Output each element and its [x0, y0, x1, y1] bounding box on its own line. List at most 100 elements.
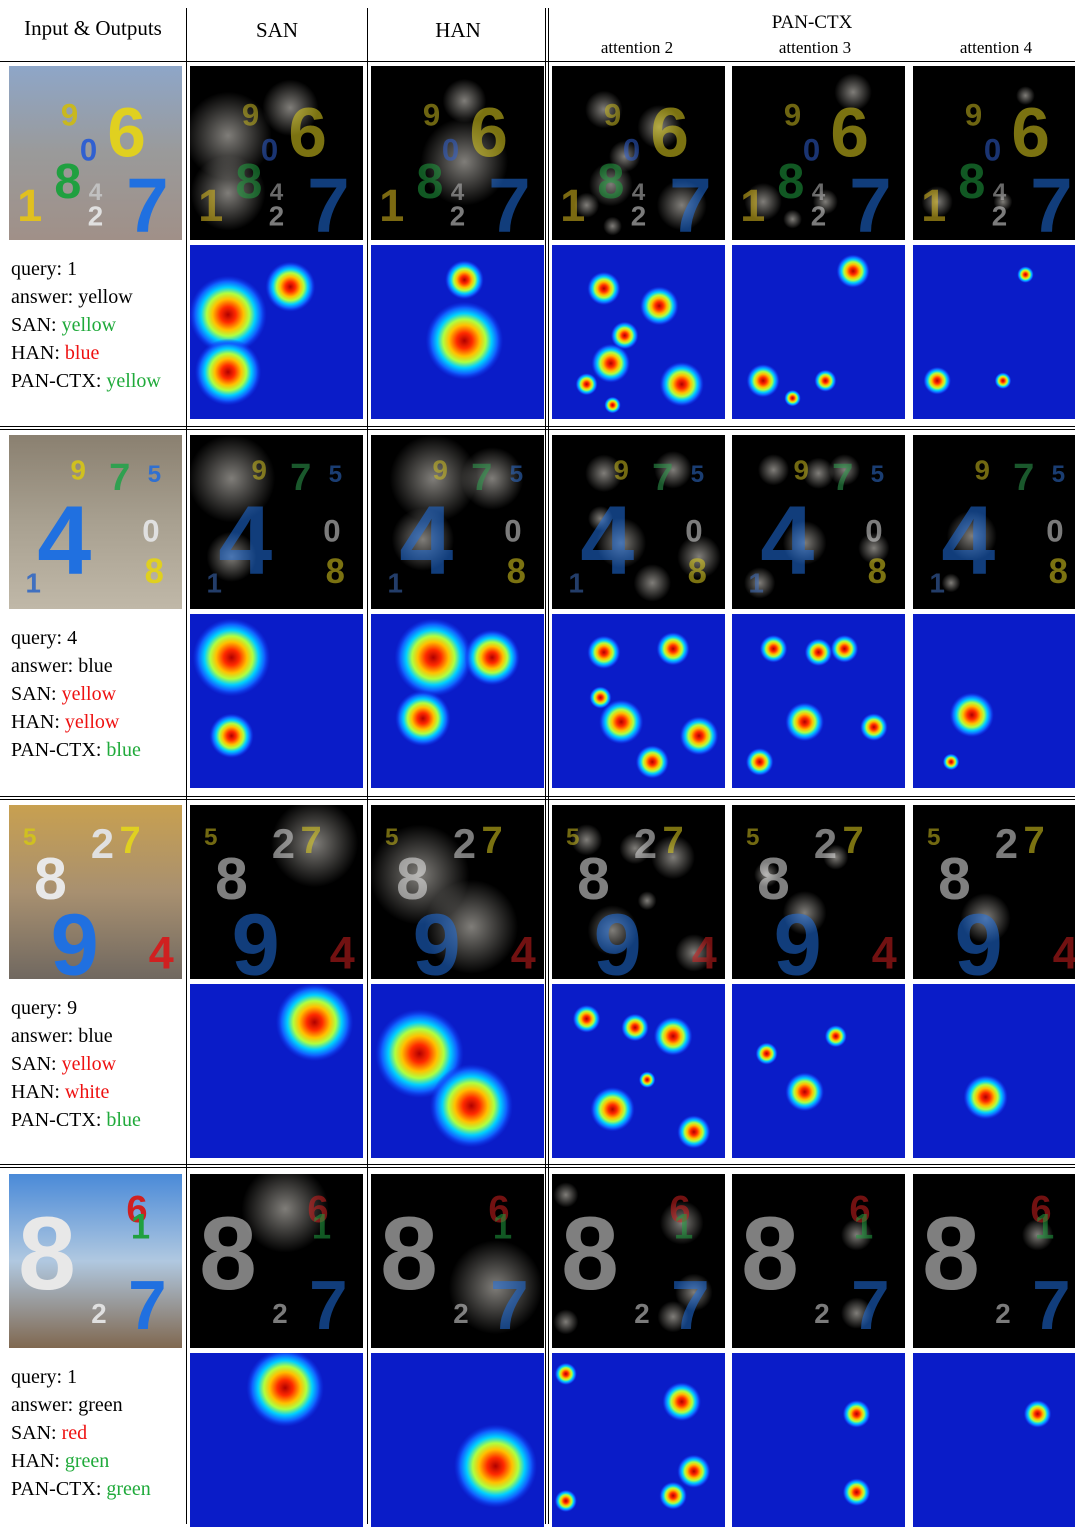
digit-glyph: 1 — [131, 1208, 150, 1246]
attention-2-heatmap-3 — [552, 984, 725, 1158]
digit-glyph: 6 — [469, 93, 507, 171]
digit-glyph: 2 — [272, 820, 295, 867]
digit-glyph: 7 — [671, 1266, 709, 1344]
attention-glow — [812, 189, 838, 215]
col-rule-1 — [186, 8, 187, 1524]
result-value: green — [64, 1450, 110, 1472]
heatmap-peak — [659, 361, 704, 407]
heatmap-peak — [604, 396, 621, 414]
result-value: 4 — [67, 627, 78, 649]
digit-glyph: 9 — [794, 454, 809, 485]
digit-glyph: 7 — [843, 819, 864, 862]
digit-glyph: 2 — [631, 200, 646, 231]
attention-glow — [241, 1174, 329, 1253]
digit-glyph: 7 — [663, 819, 684, 862]
attention-glow — [757, 454, 790, 486]
photo-background — [9, 805, 182, 979]
attention-glow — [190, 155, 266, 231]
digit-glyph: 6 — [307, 1188, 328, 1231]
result-label: query: — [11, 997, 63, 1019]
row-rule-3b — [0, 1167, 1075, 1168]
attention-glow — [596, 517, 647, 568]
digit-glyph: 4 — [692, 928, 717, 979]
heatmap-peak — [662, 1382, 702, 1422]
san-attention-heatmap-2 — [190, 614, 363, 788]
heatmap-peak — [610, 321, 639, 350]
digit-glyph: 2 — [272, 1298, 287, 1329]
digit-glyph: 8 — [868, 553, 887, 591]
photo-background — [9, 1174, 182, 1348]
digit-glyph: 4 — [812, 179, 826, 206]
digit-glyph: 9 — [413, 896, 461, 979]
heatmap-peak — [638, 1071, 656, 1089]
digit-glyph: 7 — [1024, 819, 1045, 862]
digit-glyph: 4 — [941, 485, 995, 594]
result-line: query: 9 — [11, 994, 141, 1022]
digit-glyph: 8 — [561, 1196, 619, 1312]
attention-glow — [637, 891, 657, 911]
attention-4-heatmap-1 — [913, 245, 1075, 419]
heatmap-peak — [836, 254, 870, 288]
heatmap-peak — [653, 1016, 693, 1056]
digit-glyph: 7 — [309, 1266, 347, 1344]
digit-glyph: 5 — [871, 461, 884, 488]
digit-glyph: 9 — [232, 896, 280, 979]
heatmap-peak — [395, 690, 451, 747]
digit-glyph: 4 — [149, 928, 174, 979]
digit-glyph: 7 — [482, 819, 503, 862]
attention-glow — [190, 435, 276, 523]
row-rule-2a — [0, 796, 1075, 797]
san-attention-heatmap-4 — [190, 1353, 363, 1527]
attention-glow — [675, 934, 713, 972]
digit-glyph: 2 — [992, 200, 1007, 231]
digit-glyph: 2 — [634, 1298, 649, 1329]
digit-glyph: 1 — [740, 180, 765, 231]
digit-glyph: 4 — [218, 485, 272, 594]
digit-glyph: 8 — [777, 155, 804, 209]
attention-glow — [420, 117, 509, 206]
san-attention-heatmap-3 — [190, 984, 363, 1158]
attention-background — [913, 435, 1075, 609]
attention-glow — [448, 1240, 543, 1335]
result-label: query: — [11, 258, 63, 280]
attention-glow — [782, 890, 827, 935]
heatmap-peak — [375, 1009, 464, 1099]
heatmap-peak — [755, 1042, 778, 1065]
digit-glyph: 8 — [922, 1196, 980, 1312]
attention-glow — [783, 209, 802, 229]
result-value: yellow — [106, 370, 161, 392]
attention-glow — [946, 510, 997, 561]
attention-glow — [442, 78, 487, 123]
heatmap-peak — [591, 343, 631, 383]
digit-glyph: 6 — [488, 1188, 509, 1231]
digit-glyph: 1 — [198, 180, 223, 231]
digit-glyph: 0 — [323, 514, 340, 549]
result-value: 9 — [67, 997, 78, 1019]
result-value: 1 — [67, 258, 78, 280]
digit-glyph: 0 — [1046, 514, 1063, 549]
result-label: HAN: — [11, 711, 60, 733]
attention-glow — [585, 90, 623, 129]
digit-glyph: 6 — [288, 93, 326, 171]
digit-glyph: 9 — [784, 98, 801, 133]
digit-glyph: 5 — [204, 824, 217, 851]
digit-glyph: 5 — [148, 461, 161, 488]
attention-glow — [603, 216, 622, 236]
attention-glow — [834, 73, 872, 111]
result-line: answer: green — [11, 1391, 151, 1419]
attention-glow — [941, 573, 961, 593]
digit-glyph: 0 — [504, 514, 521, 549]
digit-glyph: 6 — [830, 93, 868, 171]
attention-glow — [840, 1297, 873, 1329]
result-line: SAN: yellow — [11, 680, 141, 708]
result-line: SAN: yellow — [11, 1050, 141, 1078]
attention-glow — [190, 91, 272, 180]
digit-glyph: 5 — [746, 824, 759, 851]
digit-glyph: 8 — [958, 155, 985, 209]
result-label: SAN: — [11, 1053, 57, 1075]
digit-glyph: 8 — [938, 846, 971, 912]
